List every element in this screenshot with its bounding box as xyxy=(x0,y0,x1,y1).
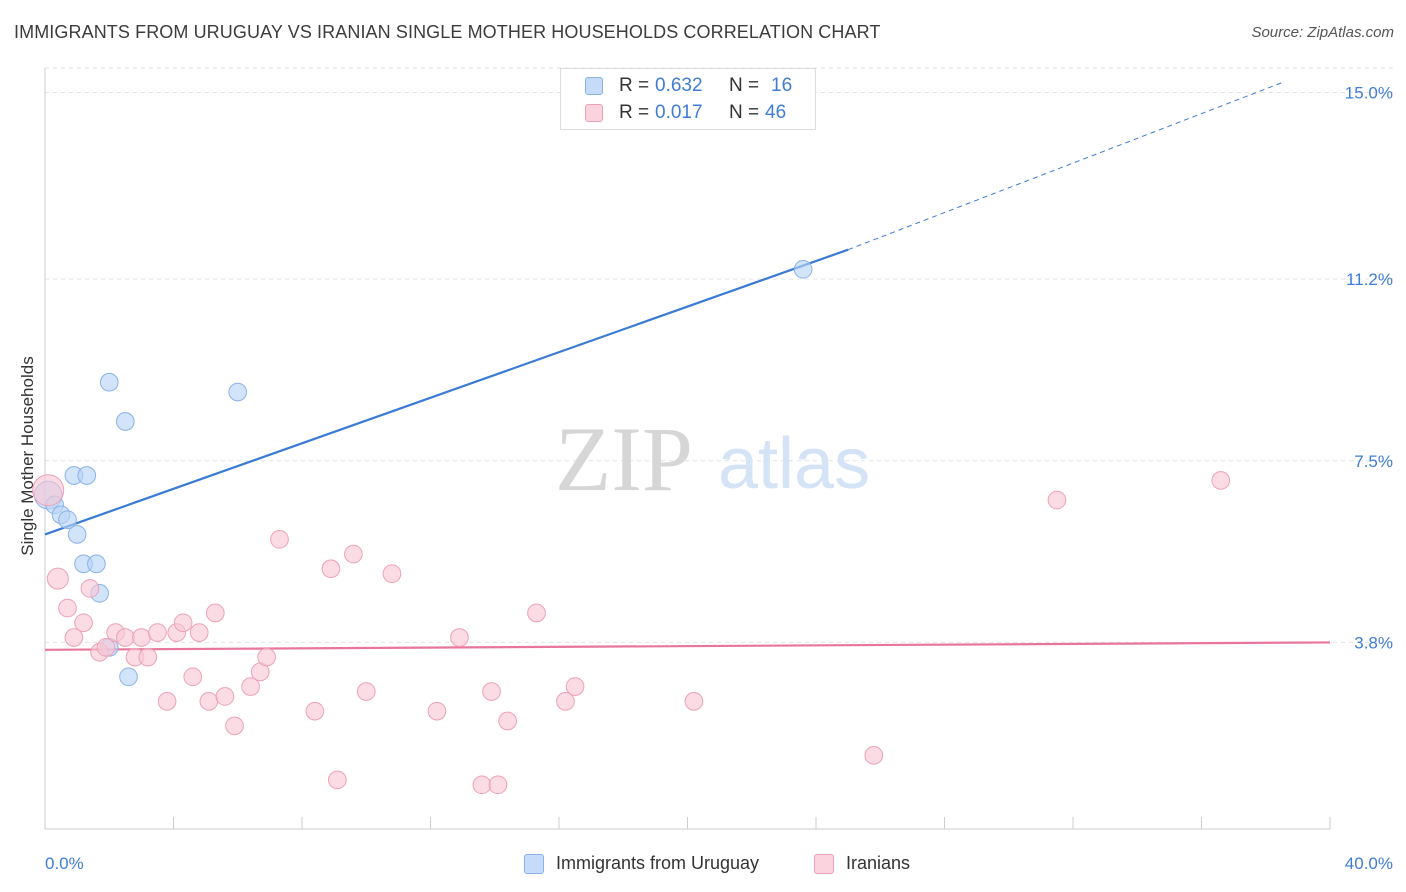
legend-swatch-uruguay xyxy=(524,854,544,874)
iranians-point xyxy=(1211,471,1231,490)
iranians-point xyxy=(328,770,347,790)
iranians-point xyxy=(241,677,260,696)
iranians-point xyxy=(138,647,158,667)
n-value: 16 xyxy=(771,75,793,96)
iranians-point xyxy=(148,623,167,642)
iranians-point xyxy=(565,677,585,696)
r-value: 0.632 xyxy=(655,75,703,96)
iranians-point xyxy=(321,559,341,579)
r-label: R = xyxy=(619,102,650,123)
iranians-point xyxy=(225,716,244,736)
trend-lines xyxy=(44,82,1331,651)
y-tick-label: 11.2% xyxy=(1346,270,1393,289)
uruguay-point xyxy=(58,510,77,530)
uruguay-point xyxy=(793,259,813,279)
iranians-point xyxy=(270,529,289,549)
gridlines xyxy=(45,67,1395,643)
axes xyxy=(44,68,1331,830)
iranians-point xyxy=(96,638,116,657)
legend-swatch-iranians xyxy=(814,854,834,874)
iranians-point xyxy=(1047,490,1067,510)
y-tick-label: 15.0% xyxy=(1345,84,1393,103)
iranians-point xyxy=(488,775,508,795)
y-tick-label: 7.5% xyxy=(1354,452,1393,471)
iranians-trend-line xyxy=(44,641,1331,651)
watermark-zip: ZIP xyxy=(555,408,693,510)
n-value: 46 xyxy=(765,102,787,123)
uruguay-point xyxy=(67,525,87,544)
uruguay-point xyxy=(228,382,248,402)
data-points xyxy=(32,259,1231,795)
uruguay-trend-line xyxy=(44,248,849,536)
iranians-point xyxy=(58,598,77,618)
iranians-point xyxy=(183,667,203,687)
iranians-point xyxy=(344,544,363,564)
iranians-point xyxy=(64,628,84,647)
iranians-point xyxy=(498,711,517,731)
stats-legend: R = 0.632 N = 16 R = 0.017 N = 46 xyxy=(560,68,816,130)
uruguay-point xyxy=(77,466,97,485)
iranians-point xyxy=(189,623,209,642)
iranians-point xyxy=(257,647,276,667)
legend-swatch-uruguay xyxy=(585,77,603,95)
uruguay-trend-extension xyxy=(847,82,1282,251)
iranians-point xyxy=(382,564,402,584)
chart-title: IMMIGRANTS FROM URUGUAY VS IRANIAN SINGL… xyxy=(14,22,881,42)
source-credit: Source: ZipAtlas.com xyxy=(1251,24,1394,41)
uruguay-point xyxy=(115,412,135,431)
n-label: N = xyxy=(729,102,760,123)
legend-label-iranians: Iranians xyxy=(846,853,911,873)
uruguay-point xyxy=(119,667,138,687)
iranians-point xyxy=(80,579,100,598)
iranians-point xyxy=(115,628,135,647)
y-tick-label: 3.8% xyxy=(1354,633,1393,652)
watermark: ZIP atlas xyxy=(555,408,870,510)
iranians-point xyxy=(157,692,177,711)
iranians-point xyxy=(427,701,447,721)
iranians-point xyxy=(472,775,492,795)
iranians-point xyxy=(74,613,93,633)
iranians-point xyxy=(173,613,193,633)
iranians-point xyxy=(527,603,546,623)
n-label: N = xyxy=(729,75,760,96)
iranians-point xyxy=(46,567,69,590)
iranians-point xyxy=(132,628,151,647)
watermark-atlas: atlas xyxy=(718,424,870,504)
iranians-point xyxy=(305,701,325,721)
iranians-point xyxy=(205,603,225,623)
iranians-point xyxy=(356,682,376,701)
r-value: 0.017 xyxy=(655,102,703,123)
x-tick-label: 40.0% xyxy=(1345,854,1393,873)
tick-labels: 3.8% 7.5% 11.2% 15.0% 0.0% 40.0% xyxy=(45,84,1393,873)
r-label: R = xyxy=(619,75,650,96)
uruguay-point xyxy=(87,554,106,574)
iranians-point xyxy=(215,687,235,706)
iranians-point xyxy=(450,628,469,647)
x-tick-label: 0.0% xyxy=(45,854,84,873)
iranians-point xyxy=(684,692,704,711)
legend-label-uruguay: Immigrants from Uruguay xyxy=(556,853,760,873)
iranians-point xyxy=(556,692,575,711)
iranians-point xyxy=(482,682,501,701)
iranians-point xyxy=(199,692,219,711)
iranians-point xyxy=(32,474,65,507)
legend-swatch-iranians xyxy=(585,104,603,122)
iranians-point xyxy=(864,746,884,765)
uruguay-point xyxy=(99,372,119,392)
